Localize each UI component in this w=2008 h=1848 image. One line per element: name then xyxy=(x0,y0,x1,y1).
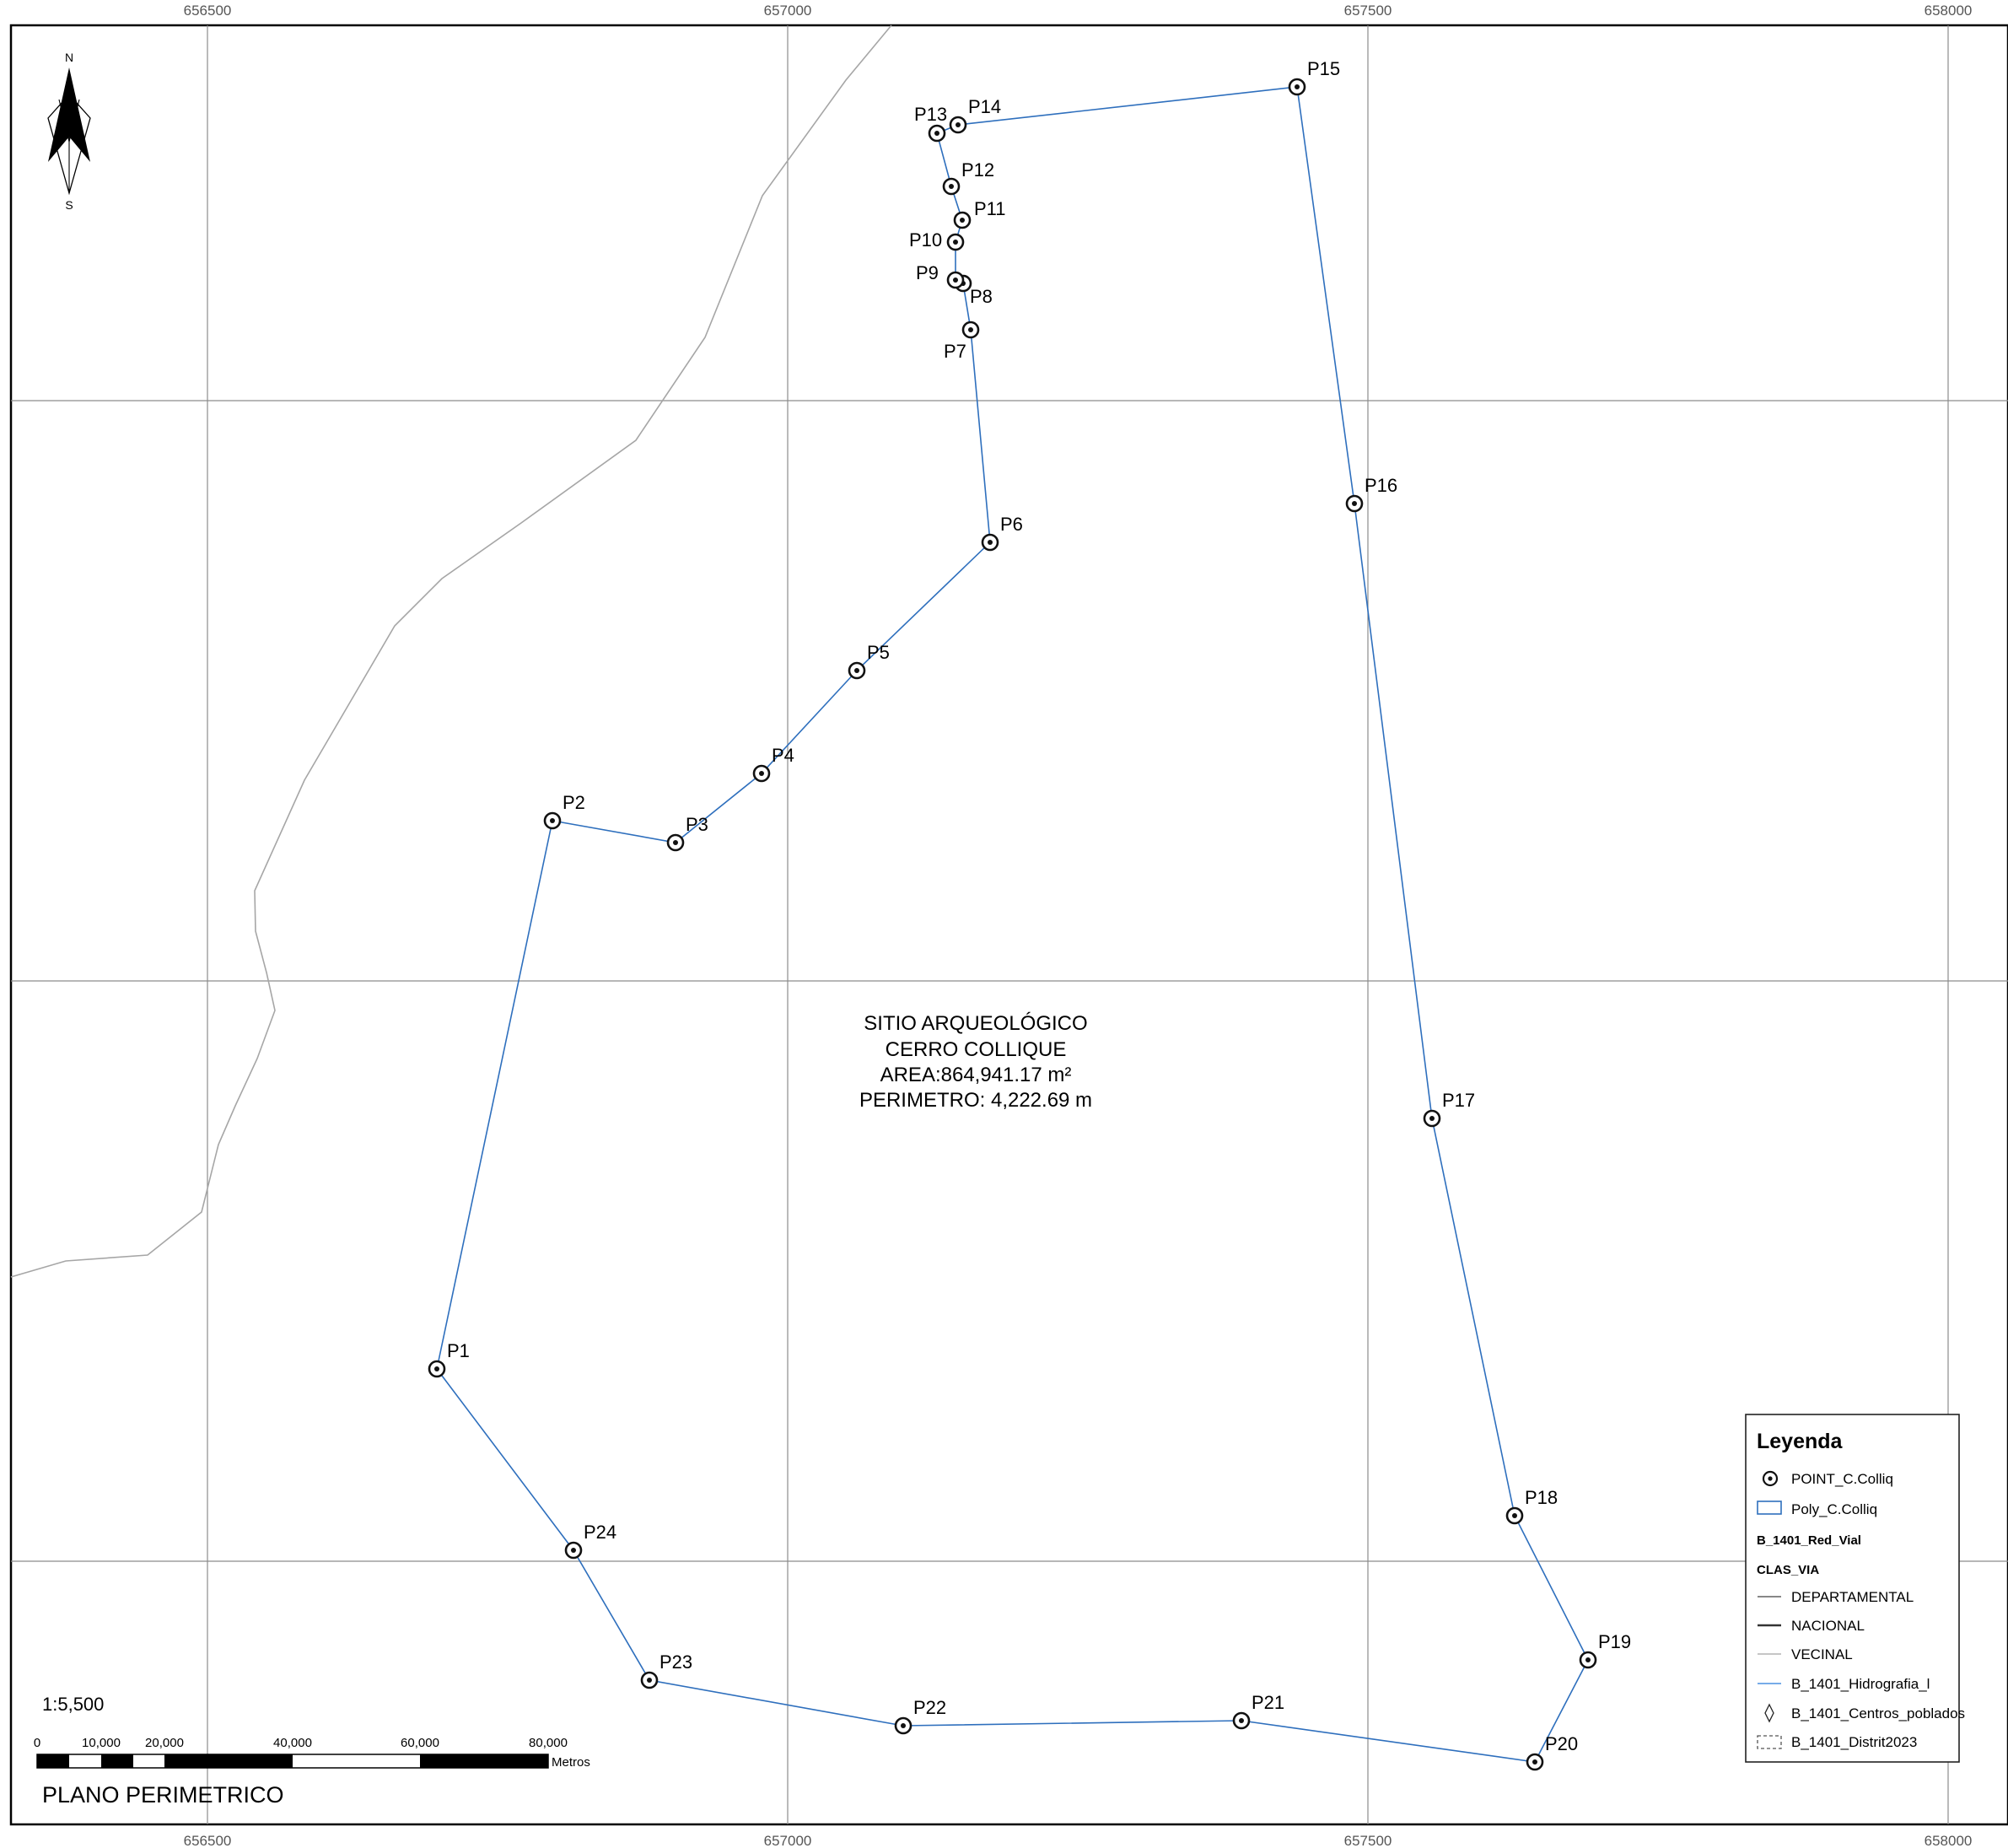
point-label: P20 xyxy=(1545,1733,1578,1754)
point-label: P17 xyxy=(1442,1090,1475,1111)
point-label: P2 xyxy=(563,792,585,813)
scale-label-3: 40,000 xyxy=(273,1736,312,1750)
point-label: P16 xyxy=(1365,475,1397,496)
legend-title: Leyenda xyxy=(1757,1430,1844,1453)
north-label: N xyxy=(65,51,73,64)
boundary-point-p20: P20 xyxy=(1526,1733,1578,1771)
boundary-point-p6: P6 xyxy=(981,514,1023,552)
boundary-point-p4: P4 xyxy=(752,745,794,783)
legend-item-hidrografia: B_1401_Hidrografia_l xyxy=(1791,1676,1930,1692)
point-label: P23 xyxy=(659,1651,692,1673)
scale-label-1: 10,000 xyxy=(82,1736,121,1750)
point-label: P7 xyxy=(944,341,966,362)
point-label: P4 xyxy=(772,745,794,766)
site-info-area: AREA:864,941.17 m² xyxy=(880,1064,1072,1086)
south-label: S xyxy=(65,198,73,212)
road-line xyxy=(10,24,892,1278)
legend-item-nacional: NACIONAL xyxy=(1791,1618,1865,1634)
legend-item-distrit: B_1401_Distrit2023 xyxy=(1791,1734,1917,1750)
legend-item-red-vial: B_1401_Red_Vial xyxy=(1757,1533,1861,1548)
legend-box xyxy=(1745,1414,1960,1763)
point-label: P22 xyxy=(913,1697,946,1718)
site-info: SITIO ARQUEOLÓGICO CERRO COLLIQUE AREA:8… xyxy=(859,1012,1092,1112)
scale-label-0: 0 xyxy=(34,1736,40,1750)
point-label: P3 xyxy=(686,814,708,835)
point-symbol-icon xyxy=(1762,1470,1779,1487)
x-coord-top-2: 657000 xyxy=(764,3,812,19)
boundary-point-p3: P3 xyxy=(666,814,708,852)
boundary-point-p14: P14 xyxy=(949,96,1001,134)
scale-label-5: 80,000 xyxy=(529,1736,568,1750)
diamond-icon xyxy=(1764,1703,1774,1723)
boundary-point-p9: P9 xyxy=(916,262,965,289)
point-label: P10 xyxy=(909,229,942,251)
point-label: P15 xyxy=(1307,58,1340,79)
boundary-points: P1 P2 P3 P4 P5 P6 P7 P8 P9 P10 P11 P12 P13 P14 P15 P16 P… xyxy=(428,58,1631,1771)
legend-item-centros-poblados: B_1401_Centros_poblados xyxy=(1791,1705,1965,1721)
site-info-perimeter: PERIMETRO: 4,222.69 m xyxy=(859,1089,1092,1112)
legend-item-departamental: DEPARTAMENTAL xyxy=(1791,1589,1914,1605)
boundary-point-p19: P19 xyxy=(1579,1631,1631,1669)
point-label: P21 xyxy=(1252,1692,1284,1713)
boundary-point-p1: P1 xyxy=(428,1340,470,1378)
legend-item-vecinal: VECINAL xyxy=(1791,1646,1853,1662)
scale-label-2: 20,000 xyxy=(145,1736,184,1750)
x-coord-bottom-1: 656500 xyxy=(184,1833,232,1848)
x-coord-bottom-2: 657000 xyxy=(764,1833,812,1848)
boundary-point-p15: P15 xyxy=(1288,58,1340,96)
point-label: P19 xyxy=(1598,1631,1631,1652)
boundary-point-p5: P5 xyxy=(848,642,890,680)
scale-bar: 0 10,000 20,000 40,000 60,000 80,000 Met… xyxy=(34,1736,590,1770)
point-label: P6 xyxy=(1000,514,1023,535)
boundary-point-p24: P24 xyxy=(564,1522,616,1560)
legend-item-point: POINT_C.Colliq xyxy=(1791,1471,1893,1487)
dashed-box-icon xyxy=(1757,1735,1782,1749)
boundary-point-p7: P7 xyxy=(944,321,980,362)
point-label: P12 xyxy=(961,159,994,180)
point-label: P8 xyxy=(970,286,993,307)
legend: Leyenda POINT_C.Colliq Poly_C.Colliq B_1… xyxy=(1745,1414,1965,1763)
legend-item-clas-via: CLAS_VIA xyxy=(1757,1563,1819,1577)
point-label: P14 xyxy=(968,96,1001,117)
coordinate-labels: 656500 657000 657500 658000 656500 65700… xyxy=(184,3,1973,1848)
north-arrow-icon: N S xyxy=(47,51,91,212)
site-info-line2: CERRO COLLIQUE xyxy=(886,1038,1067,1061)
boundary-point-p10: P10 xyxy=(909,229,965,251)
boundary-point-p2: P2 xyxy=(543,792,585,830)
scale-unit: Metros xyxy=(552,1755,590,1770)
boundary-point-p17: P17 xyxy=(1423,1090,1475,1128)
boundary-point-p22: P22 xyxy=(894,1697,946,1735)
plan-title: PLANO PERIMETRICO xyxy=(42,1782,284,1808)
x-coord-top-4: 658000 xyxy=(1925,3,1973,19)
point-label: P5 xyxy=(867,642,890,663)
point-label: P1 xyxy=(447,1340,470,1361)
map-frame xyxy=(9,24,2008,1826)
point-label: P9 xyxy=(916,262,939,283)
point-label: P11 xyxy=(974,198,1006,219)
boundary-point-p18: P18 xyxy=(1505,1487,1558,1525)
boundary-point-p13: P13 xyxy=(914,104,947,143)
point-label: P13 xyxy=(914,104,947,125)
point-label: P24 xyxy=(584,1522,616,1543)
x-coord-bottom-3: 657500 xyxy=(1344,1833,1392,1848)
point-label: P18 xyxy=(1525,1487,1558,1508)
boundary-point-p16: P16 xyxy=(1345,475,1397,513)
polygon-symbol-icon xyxy=(1757,1500,1782,1515)
boundary-point-p12: P12 xyxy=(942,159,994,196)
site-info-line1: SITIO ARQUEOLÓGICO xyxy=(864,1012,1087,1035)
coordinate-grid xyxy=(11,25,2008,1824)
legend-item-polygon: Poly_C.Colliq xyxy=(1791,1501,1877,1517)
boundary-point-p23: P23 xyxy=(640,1651,692,1689)
x-coord-bottom-4: 658000 xyxy=(1925,1833,1973,1848)
scale-ratio: 1:5,500 xyxy=(42,1694,104,1715)
x-coord-top-3: 657500 xyxy=(1344,3,1392,19)
boundary-point-p11: P11 xyxy=(953,198,1006,229)
scale-label-4: 60,000 xyxy=(401,1736,439,1750)
x-coord-top-1: 656500 xyxy=(184,3,232,19)
boundary-point-p21: P21 xyxy=(1232,1692,1284,1730)
